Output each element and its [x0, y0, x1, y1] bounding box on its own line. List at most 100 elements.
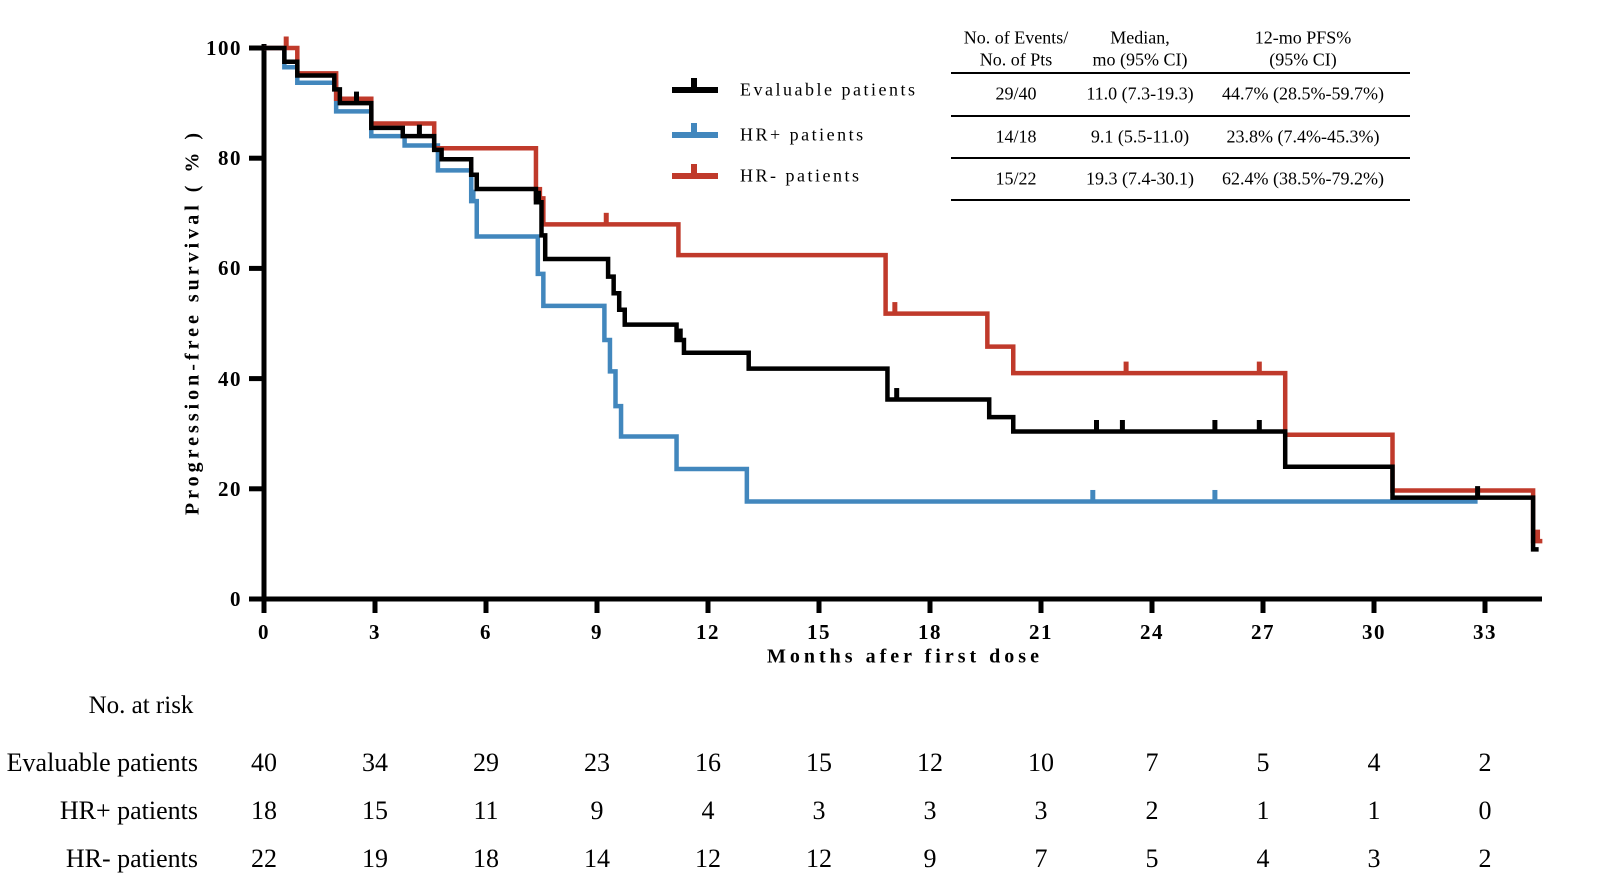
risk-value: 10 — [1028, 748, 1054, 777]
table-rule — [951, 157, 1410, 159]
summary-header-median-line2: mo (95% CI) — [1092, 49, 1188, 70]
summary-evaluable-pfs12: 44.7% (28.5%-59.7%) — [1222, 83, 1384, 104]
censor-tick — [1090, 489, 1096, 503]
risk-value: 14 — [584, 844, 610, 873]
km-curve-hr-patients — [264, 45, 1543, 544]
risk-value: 2 — [1145, 796, 1159, 825]
summary-hr-negative-events: 15/22 — [995, 168, 1037, 189]
risk-value: 15 — [806, 748, 832, 777]
x-tick-label: 27 — [1251, 620, 1275, 644]
summary-header-events-line2: No. of Pts — [979, 49, 1053, 70]
risk-value: 2 — [1478, 748, 1492, 777]
risk-value: 15 — [362, 796, 388, 825]
x-tick-label: 33 — [1473, 620, 1497, 644]
y-tick-label: 100 — [206, 36, 242, 60]
risk-table-title: No. at risk — [88, 692, 194, 719]
legend-marker-censor-tick — [691, 78, 697, 90]
summary-header-pfs-line2: (95% CI) — [1269, 49, 1337, 70]
risk-value: 4 — [701, 796, 715, 825]
legend-label-hr-positive: HR+ patients — [740, 124, 866, 145]
x-tick-label: 24 — [1140, 620, 1164, 644]
risk-label-hr-positive: HR+ patients — [59, 796, 198, 825]
risk-value: 7 — [1145, 748, 1159, 777]
risk-value: 23 — [584, 748, 610, 777]
risk-value: 7 — [1034, 844, 1048, 873]
censor-tick — [536, 190, 542, 204]
summary-header-median-line1: Median, — [1110, 27, 1170, 48]
summary-evaluable-median: 11.0 (7.3-19.3) — [1086, 83, 1194, 104]
censor-tick — [1212, 419, 1218, 433]
x-tick-label: 6 — [480, 620, 492, 644]
summary-hr-positive-median: 9.1 (5.5-11.0) — [1090, 126, 1190, 147]
x-tick-label: 0 — [258, 620, 270, 644]
censor-tick — [1123, 361, 1129, 375]
legend-marker-censor-tick — [691, 164, 697, 176]
risk-value: 1 — [1256, 796, 1270, 825]
legend-label-evaluable: Evaluable patients — [740, 79, 918, 100]
risk-value: 18 — [251, 796, 277, 825]
risk-value: 9 — [590, 796, 604, 825]
censor-tick — [354, 91, 359, 105]
x-tick-label: 30 — [1362, 620, 1386, 644]
km-curve-evaluable-patients — [264, 45, 1539, 552]
censor-tick — [470, 189, 476, 203]
risk-value: 19 — [362, 844, 388, 873]
x-tick-label: 21 — [1029, 620, 1053, 644]
censor-tick — [416, 124, 422, 138]
risk-label-hr-negative: HR- patients — [65, 844, 198, 873]
x-tick-label: 9 — [591, 620, 603, 644]
risk-value: 12 — [917, 748, 943, 777]
legend-label-hr-negative: HR- patients — [740, 165, 862, 186]
legend-marker-censor-tick — [691, 123, 697, 135]
risk-value: 0 — [1478, 796, 1492, 825]
censor-tick — [1256, 361, 1262, 375]
y-tick-label: 60 — [218, 256, 242, 281]
y-tick-label: 0 — [230, 587, 242, 611]
risk-value: 2 — [1478, 844, 1492, 873]
y-tick-label: 20 — [218, 476, 242, 501]
censor-tick — [892, 302, 898, 316]
summary-hr-negative-median: 19.3 (7.4-30.1) — [1086, 168, 1194, 189]
censor-tick — [1475, 486, 1481, 500]
risk-value: 11 — [473, 796, 499, 825]
risk-value: 1 — [1367, 796, 1381, 825]
y-axis-title: Progression-free survival ( % ) — [181, 128, 204, 516]
censor-tick — [1119, 419, 1125, 433]
censor-tick — [603, 212, 609, 226]
risk-value: 5 — [1145, 844, 1159, 873]
censor-tick — [1256, 419, 1262, 433]
censor-tick — [677, 328, 683, 342]
summary-hr-positive-pfs12: 23.8% (7.4%-45.3%) — [1226, 126, 1380, 147]
summary-hr-negative-pfs12: 62.4% (38.5%-79.2%) — [1222, 168, 1384, 189]
x-tick-label: 12 — [696, 620, 720, 644]
risk-value: 4 — [1367, 748, 1381, 777]
risk-value: 29 — [473, 748, 499, 777]
risk-value: 5 — [1256, 748, 1270, 777]
risk-value: 18 — [473, 844, 499, 873]
risk-value: 3 — [812, 796, 826, 825]
summary-header-events-line1: No. of Events/ — [963, 27, 1069, 48]
risk-value: 3 — [1034, 796, 1048, 825]
x-tick-label: 3 — [369, 620, 381, 644]
censor-tick — [1212, 489, 1218, 503]
y-tick-label: 40 — [218, 366, 242, 391]
risk-value: 3 — [923, 796, 937, 825]
risk-value: 16 — [695, 748, 721, 777]
table-rule — [951, 115, 1410, 117]
censor-tick — [1535, 529, 1541, 543]
table-rule — [951, 199, 1410, 201]
x-tick-label: 18 — [918, 620, 942, 644]
x-axis-title: Months afer first dose — [767, 645, 1043, 668]
risk-value: 3 — [1367, 844, 1381, 873]
y-tick-label: 80 — [218, 146, 242, 171]
risk-value: 22 — [251, 844, 277, 873]
risk-value: 12 — [806, 844, 832, 873]
summary-hr-positive-events: 14/18 — [995, 126, 1037, 147]
summary-evaluable-events: 29/40 — [995, 83, 1037, 104]
risk-value: 40 — [251, 748, 277, 777]
risk-value: 12 — [695, 844, 721, 873]
x-tick-label: 15 — [807, 620, 831, 644]
censor-tick — [283, 36, 289, 50]
